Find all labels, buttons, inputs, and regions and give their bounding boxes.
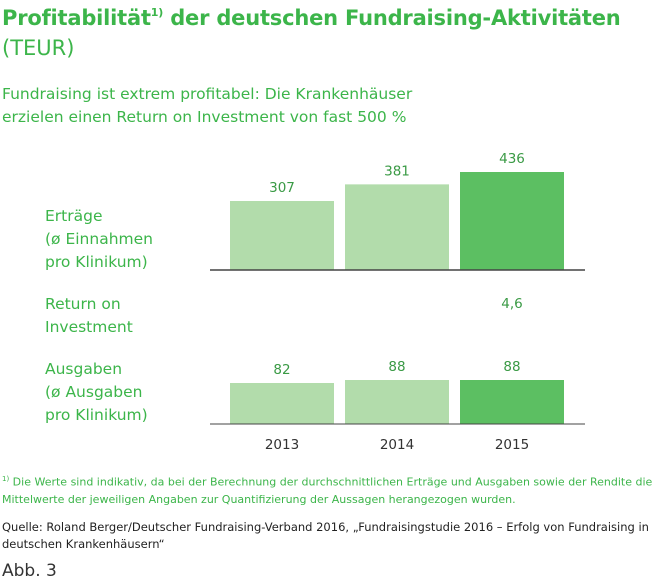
footnote-marker: 1): [2, 475, 10, 483]
ausgaben-value-label-2014: 88: [388, 359, 405, 375]
chart-plot: 307 381 436 82 88 88 4,6 2013 2014 2015: [210, 151, 585, 453]
chart-title: Profitabilität1) der deutschen Fundraisi…: [2, 6, 621, 30]
x-tick-label-2013: 2013: [265, 437, 299, 453]
x-tick-label-2015: 2015: [495, 437, 529, 453]
source-note: Quelle: Roland Berger/Deutscher Fundrais…: [2, 520, 649, 551]
ausgaben-value-label-2015: 88: [503, 359, 520, 375]
ertraege-value-label-2013: 307: [269, 180, 295, 196]
ertraege-bar-2013: [230, 200, 334, 270]
ausgaben-bar-2013: [230, 383, 334, 424]
ertraege-bar-2014: [345, 184, 449, 270]
row-label-ertraege: Erträge (ø Einnahmen pro Klinikum): [45, 207, 153, 271]
ausgaben-bar-2014: [345, 380, 449, 424]
row-label-ausgaben: Ausgaben (ø Ausgaben pro Klinikum): [45, 360, 148, 424]
roi-value-2015: 4,6: [501, 296, 522, 312]
title-text-rest: der deutschen Fundraising-Aktivitäten: [163, 6, 621, 30]
chart-subtitle: Fundraising ist extrem profitabel: Die K…: [2, 85, 413, 126]
ertraege-value-label-2015: 436: [499, 151, 525, 167]
title-footnote-marker: 1): [150, 6, 164, 19]
row-label-roi: Return on Investment: [45, 295, 133, 336]
footnote-text: Die Werte sind indikativ, da bei der Ber…: [2, 475, 653, 506]
title-text: Profitabilität: [2, 6, 151, 30]
ertraege-value-label-2014: 381: [384, 163, 410, 179]
title-unit: (TEUR): [2, 36, 75, 60]
ertraege-bar-2015: [460, 172, 564, 270]
footnote: 1) Die Werte sind indikativ, da bei der …: [2, 471, 658, 508]
figure-label: Abb. 3: [2, 561, 57, 581]
x-tick-label-2014: 2014: [380, 437, 414, 453]
ausgaben-bar-2015: [460, 380, 564, 424]
ausgaben-value-label-2013: 82: [273, 362, 290, 378]
